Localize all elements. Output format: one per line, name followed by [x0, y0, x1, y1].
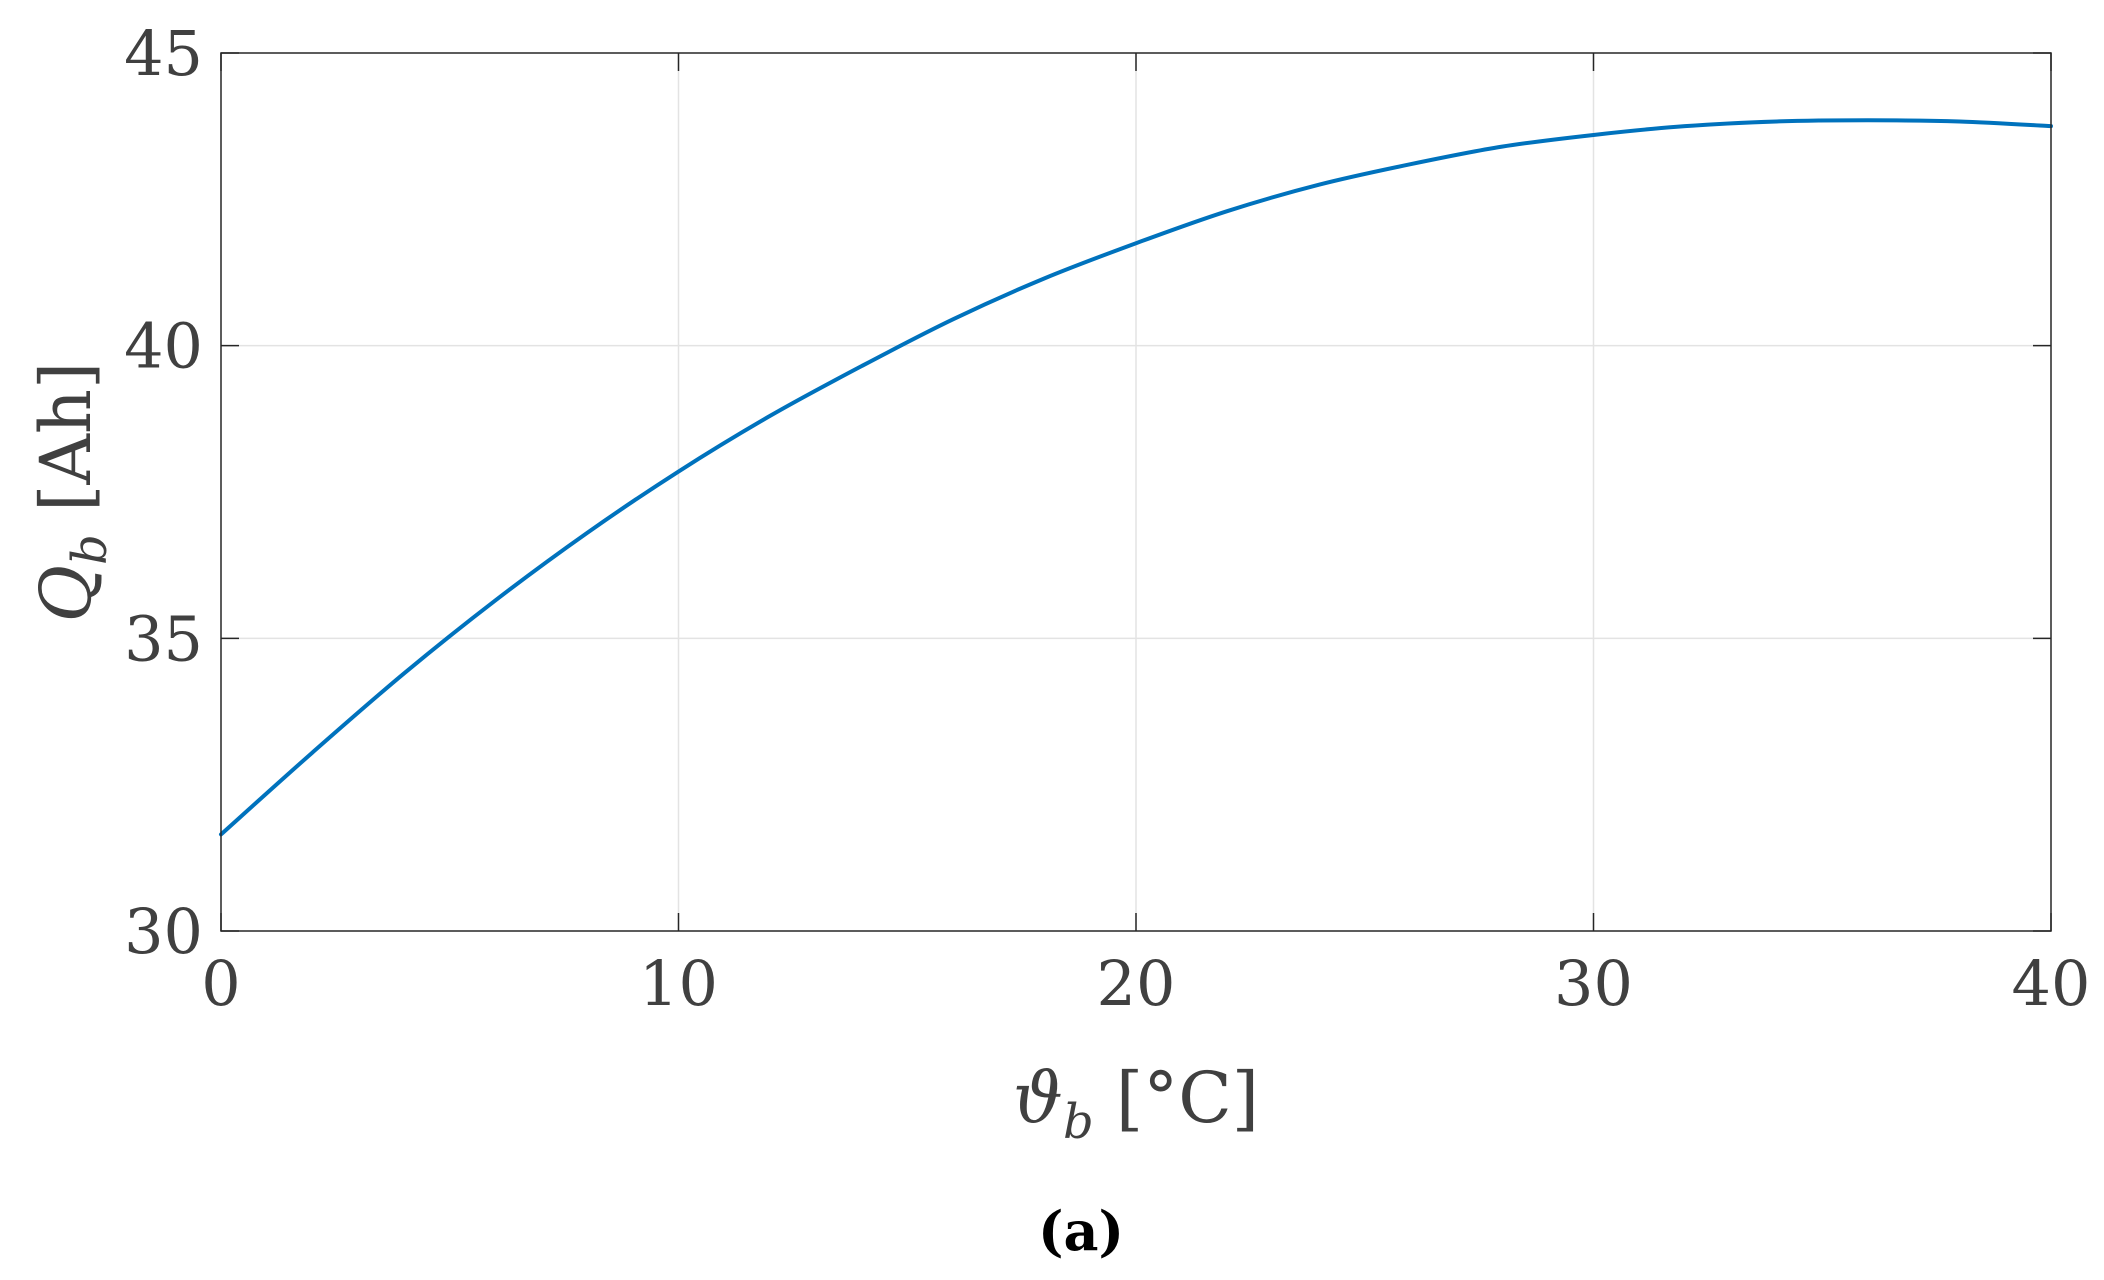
x-axis-label-subscript: b: [1063, 1094, 1094, 1150]
x-axis-label-symbol: ϑ: [1013, 1057, 1063, 1139]
x-tick-label: 10: [639, 947, 718, 1020]
y-tick-label: 35: [124, 602, 203, 675]
y-axis-label-unit: [Ah]: [25, 362, 107, 535]
grid: [221, 53, 2051, 931]
y-axis-label-subscript: b: [62, 534, 118, 565]
series-line: [219, 118, 2053, 837]
ticks: [220, 52, 2052, 932]
y-axis-label: Qb [Ah]: [25, 362, 118, 623]
x-tick-label: 30: [1554, 947, 1633, 1020]
y-tick-label: 30: [124, 895, 203, 968]
x-axis-label-unit: [°C]: [1094, 1057, 1259, 1139]
x-tick-label: 40: [2012, 947, 2091, 1020]
y-axis-label-symbol: Q: [25, 565, 107, 622]
data-line-layer: [219, 118, 2053, 837]
x-axis-label: ϑb [°C]: [1013, 1057, 1259, 1150]
y-tick-label: 45: [124, 17, 203, 90]
x-tick-label: 20: [1097, 947, 1176, 1020]
x-tick-label: 0: [201, 947, 240, 1020]
y-tick-label: 40: [124, 310, 203, 383]
figure-caption: (a): [1038, 1199, 1124, 1263]
tick-labels: 0 10 20 30 40 30 35 40 45: [124, 17, 2090, 1020]
